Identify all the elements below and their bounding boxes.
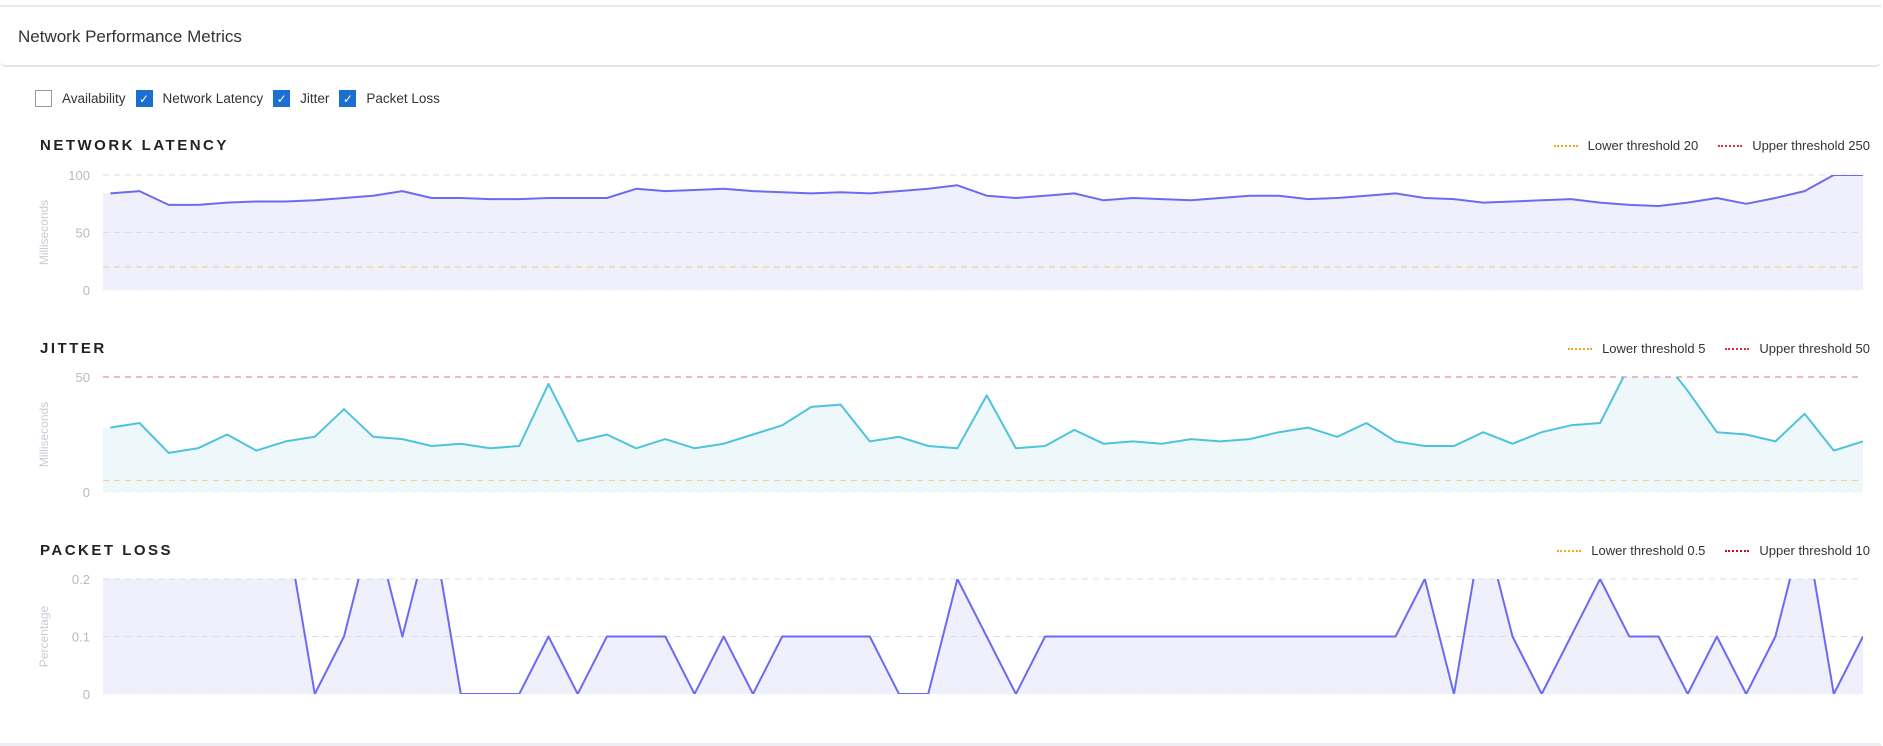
packet-loss-chart: 00.10.2PercentageAug 09Aug 12Aug 15Aug 1… (37, 572, 1863, 699)
series-line (294, 579, 1863, 694)
y-axis-label: Milliseconds (37, 402, 51, 467)
availability-label[interactable]: Availability (62, 91, 126, 106)
series-area-lead (103, 193, 111, 290)
packet-loss-label[interactable]: Packet Loss (366, 91, 440, 106)
upper-threshold-label: Upper threshold 50 (1759, 341, 1870, 356)
jitter-chart-title: JITTER (40, 340, 107, 357)
series-area (103, 377, 1863, 492)
lower-threshold-label: Lower threshold 5 (1602, 341, 1706, 356)
series-area-lead (103, 427, 111, 492)
latency-legend: Lower threshold 20 Upper threshold 250 (1553, 138, 1870, 153)
latency-chart: 050100MillisecondsAug 09Aug 12Aug 15Aug … (37, 168, 1863, 295)
y-axis-label: Percentage (37, 605, 51, 667)
card-header: Network Performance Metrics (0, 7, 1881, 67)
lower-threshold-swatch (1553, 144, 1578, 147)
packet-loss-chart-title: PACKET LOSS (40, 542, 174, 559)
latency-chart-title: NETWORK LATENCY (40, 137, 229, 154)
y-tick-label: 0.1 (72, 630, 90, 645)
y-tick-label: 50 (76, 226, 90, 241)
upper-threshold-swatch (1725, 347, 1750, 350)
card-title: Network Performance Metrics (18, 27, 242, 46)
packet-loss-legend: Lower threshold 0.5 Upper threshold 10 (1557, 543, 1870, 558)
series-line (110, 175, 1863, 207)
lower-threshold-label: Lower threshold 0.5 (1591, 543, 1706, 558)
y-tick-label: 50 (76, 370, 90, 385)
lower-threshold-swatch (1557, 549, 1582, 552)
y-tick-label: 0 (83, 687, 90, 699)
y-axis-label: Milliseconds (37, 200, 51, 265)
jitter-checkbox[interactable]: ✓ (273, 90, 291, 107)
series-area (103, 579, 1863, 694)
series-line (110, 377, 1863, 454)
network-latency-label[interactable]: Network Latency (162, 91, 264, 106)
lower-threshold-swatch (1568, 347, 1593, 350)
upper-threshold-swatch (1725, 549, 1750, 552)
network-latency-checkbox[interactable]: ✓ (135, 90, 153, 107)
y-tick-label: 0.2 (72, 572, 90, 587)
jitter-chart: 050MillisecondsAug 09Aug 12Aug 15Aug 18A… (37, 370, 1863, 497)
lower-threshold-label: Lower threshold 20 (1587, 138, 1699, 153)
upper-threshold-swatch (1718, 144, 1743, 147)
metric-filters: Availability ✓ Network Latency ✓ Jitter … (35, 90, 450, 107)
upper-threshold-label: Upper threshold 250 (1752, 138, 1870, 153)
y-tick-label: 0 (83, 283, 90, 295)
y-tick-label: 100 (68, 168, 90, 183)
jitter-legend: Lower threshold 5 Upper threshold 50 (1568, 341, 1870, 356)
jitter-label[interactable]: Jitter (300, 91, 330, 106)
y-tick-label: 0 (83, 485, 90, 497)
availability-checkbox[interactable] (35, 90, 52, 107)
packet-loss-checkbox[interactable]: ✓ (339, 90, 357, 107)
network-performance-card: Network Performance Metrics (0, 5, 1881, 746)
upper-threshold-label: Upper threshold 10 (1759, 543, 1870, 558)
